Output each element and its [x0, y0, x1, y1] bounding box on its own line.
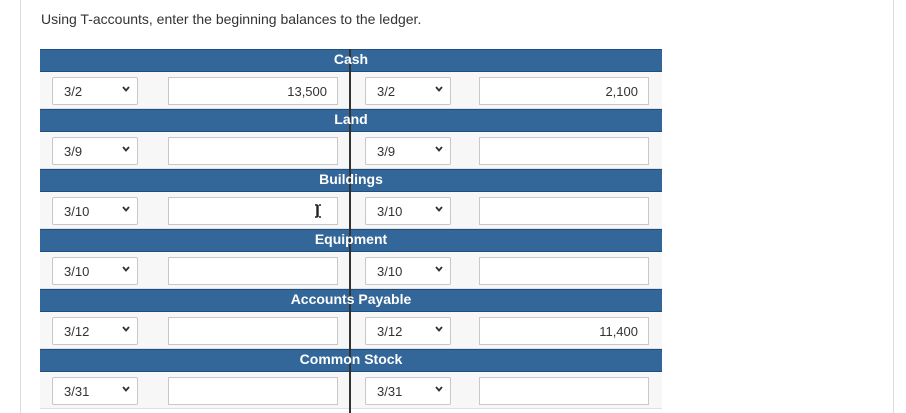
account-title-common-stock: Common Stock	[299, 351, 403, 367]
credit-date-value: 3/2	[377, 84, 396, 99]
credit-date-select[interactable]: 3/9	[365, 137, 451, 165]
account-row-land: 3/9 3/9	[40, 132, 662, 169]
debit-date-select[interactable]: 3/12	[52, 317, 138, 345]
credit-date-select[interactable]: 3/2	[365, 77, 451, 105]
chevron-down-icon	[122, 386, 130, 392]
t-account-ledger: Cash 3/2 13,500 3/2 2,100 Land 3/9 3/9 B…	[40, 49, 662, 413]
t-account-divider	[349, 49, 351, 413]
debit-amount-input[interactable]: 13,500	[168, 77, 338, 105]
chevron-down-icon	[122, 206, 130, 212]
credit-date-select[interactable]: 3/10	[365, 257, 451, 285]
debit-date-select[interactable]: 3/10	[52, 197, 138, 225]
content-frame	[20, 0, 894, 413]
debit-date-value: 3/10	[64, 204, 90, 219]
account-title-land: Land	[334, 111, 368, 127]
text-cursor-icon	[315, 204, 321, 218]
credit-date-value: 3/9	[377, 144, 396, 159]
account-header-buildings	[40, 169, 662, 192]
debit-amount-input[interactable]	[168, 197, 338, 225]
credit-date-select[interactable]: 3/10	[365, 197, 451, 225]
debit-date-value: 3/9	[64, 144, 83, 159]
account-header-accounts-payable	[40, 289, 662, 312]
chevron-down-icon	[122, 266, 130, 272]
account-row-common-stock: 3/31 3/31	[40, 372, 662, 409]
account-row-equipment: 3/10 3/10	[40, 252, 662, 289]
account-title-cash: Cash	[333, 51, 369, 67]
debit-date-value: 3/2	[64, 84, 83, 99]
credit-date-value: 3/10	[377, 264, 403, 279]
chevron-down-icon	[122, 146, 130, 152]
credit-date-value: 3/31	[377, 384, 403, 399]
credit-date-select[interactable]: 3/12	[365, 317, 451, 345]
account-title-equipment: Equipment	[314, 231, 388, 247]
instruction-text: Using T-accounts, enter the beginning ba…	[41, 11, 422, 27]
debit-date-select[interactable]: 3/31	[52, 377, 138, 405]
chevron-down-icon	[435, 146, 443, 152]
account-row-accounts-payable: 3/12 3/12 11,400	[40, 312, 662, 349]
chevron-down-icon	[435, 326, 443, 332]
account-header-equipment	[40, 229, 662, 252]
account-title-accounts-payable: Accounts Payable	[290, 291, 412, 307]
credit-amount-input[interactable]	[479, 137, 649, 165]
credit-date-select[interactable]: 3/31	[365, 377, 451, 405]
debit-amount-input[interactable]	[168, 137, 338, 165]
debit-amount-input[interactable]	[168, 257, 338, 285]
credit-amount-input[interactable]	[479, 197, 649, 225]
debit-date-select[interactable]: 3/9	[52, 137, 138, 165]
debit-amount-input[interactable]	[168, 377, 338, 405]
account-header-land	[40, 109, 662, 132]
credit-amount-input[interactable]: 2,100	[479, 77, 649, 105]
account-row-buildings: 3/10 3/10	[40, 192, 662, 229]
chevron-down-icon	[122, 326, 130, 332]
debit-amount-input[interactable]	[168, 317, 338, 345]
account-header-cash	[40, 49, 662, 72]
chevron-down-icon	[435, 266, 443, 272]
debit-date-select[interactable]: 3/10	[52, 257, 138, 285]
credit-date-value: 3/12	[377, 324, 403, 339]
chevron-down-icon	[435, 206, 443, 212]
chevron-down-icon	[435, 86, 443, 92]
account-header-common-stock	[40, 349, 662, 372]
debit-date-select[interactable]: 3/2	[52, 77, 138, 105]
debit-date-value: 3/10	[64, 264, 90, 279]
credit-amount-input[interactable]: 11,400	[479, 317, 649, 345]
credit-amount-input[interactable]	[479, 257, 649, 285]
credit-amount-input[interactable]	[479, 377, 649, 405]
credit-date-value: 3/10	[377, 204, 403, 219]
chevron-down-icon	[435, 386, 443, 392]
account-row-cash: 3/2 13,500 3/2 2,100	[40, 72, 662, 109]
debit-date-value: 3/31	[64, 384, 90, 399]
account-title-buildings: Buildings	[319, 171, 383, 187]
chevron-down-icon	[122, 86, 130, 92]
debit-date-value: 3/12	[64, 324, 90, 339]
